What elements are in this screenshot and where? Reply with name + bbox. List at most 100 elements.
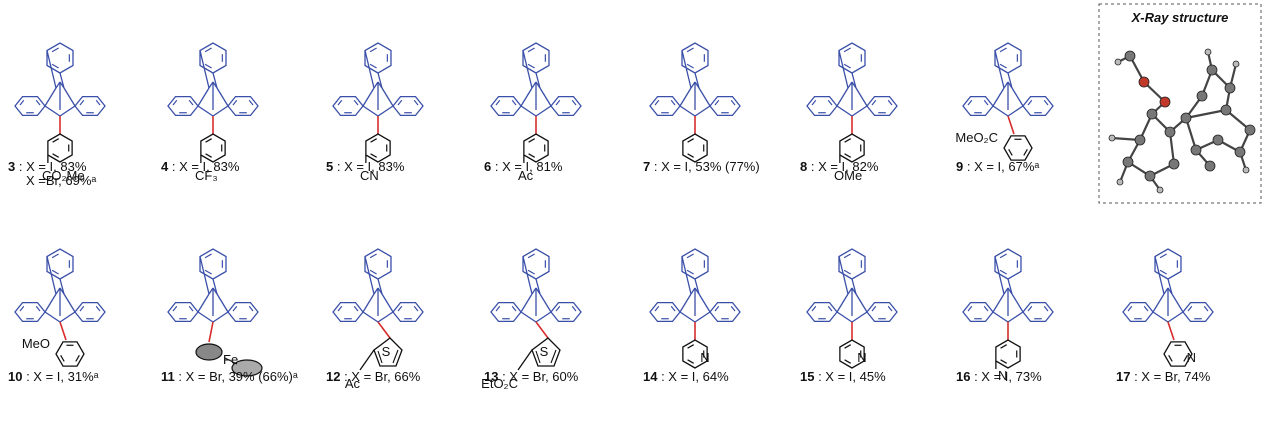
substituent-label: EtO₂C <box>481 376 518 391</box>
yield-text: : X = I, 64% <box>657 369 729 384</box>
compound-number: 5 <box>326 159 333 174</box>
substituent-label: Ac <box>345 376 361 391</box>
xray-atom <box>1224 82 1236 94</box>
compound-14-yield-line: 14 : X = I, 64% <box>643 369 729 384</box>
substituent-label: MeO <box>22 336 50 351</box>
yield-text: : X = I, 53% (77%) <box>650 159 759 174</box>
compound-number: 9 <box>956 159 963 174</box>
compound-3-yield-line: X =Br, 69%ᵃ <box>26 173 96 188</box>
compound-6-yield-line: 6 : X = I, 81% <box>484 159 563 174</box>
compound-8-structure: OMe <box>806 42 898 183</box>
yield-text: : X = Br, 60% <box>498 369 578 384</box>
compound-13-yield-line: 13 : X = Br, 60% <box>484 369 579 384</box>
yield-text: : X = I, 82% <box>807 159 879 174</box>
compound-7-structure <box>649 42 741 163</box>
xray-atom <box>1190 144 1202 156</box>
substituent-label: Fe <box>223 352 238 367</box>
substituent-label: CN <box>360 168 379 183</box>
compound-9-structure: MeO₂C <box>955 42 1054 161</box>
yield-text: : X = I, 67%ᵃ <box>963 159 1039 174</box>
compound-16-structure: N <box>962 248 1054 383</box>
substituent-label: N <box>998 368 1007 383</box>
compound-number: 17 <box>1116 369 1130 384</box>
compound-number: 11 <box>161 369 175 384</box>
compound-11-yield-line: 11 : X = Br, 39% (66%)ᵃ <box>161 369 298 384</box>
compound-number: 10 <box>8 369 22 384</box>
substituent-label: CF₃ <box>195 168 218 183</box>
compound-number: 6 <box>484 159 491 174</box>
xray-atom <box>1134 134 1146 146</box>
labels-layer: 3 : X = I, 83%X =Br, 69%ᵃ4 : X = I, 83% 5… <box>8 159 1211 384</box>
yield-text: : X = I, 31%ᵃ <box>22 369 98 384</box>
yield-text: : X = I, 73% <box>970 369 1042 384</box>
compound-number: 13 <box>484 369 498 384</box>
compound-15-yield-line: 15 : X = I, 45% <box>800 369 886 384</box>
compound-9-yield-line: 9 : X = I, 67%ᵃ <box>956 159 1039 174</box>
substituent-label: MeO₂C <box>955 130 998 145</box>
yield-text: : X = Br, 66% <box>340 369 420 384</box>
xray-atom <box>1204 48 1212 56</box>
xray-atom <box>1206 64 1218 76</box>
compound-16-yield-line: 16 : X = I, 73% <box>956 369 1042 384</box>
compound-13-structure: S EtO₂C <box>481 248 582 391</box>
compound-8-yield-line: 8 : X = I, 82% <box>800 159 879 174</box>
xray-title: X-Ray structure <box>1131 10 1229 25</box>
xray-atom <box>1108 134 1116 142</box>
xray-bond <box>1184 117 1198 151</box>
xray-atom <box>1204 160 1216 172</box>
xray-atom <box>1146 108 1158 120</box>
xray-atom <box>1242 166 1250 174</box>
xray-atom <box>1164 126 1176 138</box>
substituent-label: Ac <box>518 168 534 183</box>
compound-number: 3 <box>8 159 15 174</box>
yield-text: : X = I, 45% <box>814 369 886 384</box>
compound-6-structure: Ac <box>490 42 582 183</box>
xray-atom <box>1138 76 1150 88</box>
compound-number: 4 <box>161 159 169 174</box>
compound-17-structure: N <box>1122 248 1214 367</box>
yield-text: : X = Br, 74% <box>1130 369 1210 384</box>
xray-atom <box>1168 158 1180 170</box>
xray-frame <box>1098 3 1262 204</box>
xray-atom <box>1122 156 1134 168</box>
compound-number: 7 <box>643 159 650 174</box>
compound-number: 12 <box>326 369 340 384</box>
xray-panel: X-Ray structure <box>1098 3 1262 204</box>
compound-7-yield-line: 7 : X = I, 53% (77%) <box>643 159 760 174</box>
compound-number: 16 <box>956 369 970 384</box>
xray-atom <box>1220 104 1232 116</box>
substituent-label: S <box>382 344 391 359</box>
xray-atom <box>1234 146 1246 158</box>
substituent-label: CO₂Me <box>42 168 85 183</box>
xray-atom <box>1244 124 1256 136</box>
xray-atom <box>1124 50 1136 62</box>
xray-atom <box>1144 170 1156 182</box>
structures-layer: CO₂Me CF₃ CN Ac OMe MeO₂C MeO Fe S Ac S EtO₂C N N N N <box>14 42 1214 391</box>
compound-14-structure: N <box>649 248 741 369</box>
substituent-label: N <box>700 350 709 365</box>
xray-bond <box>1185 108 1227 120</box>
yield-text: : X = I, 83% <box>15 159 87 174</box>
xray-atom <box>1114 58 1122 66</box>
substituent-label: N <box>1187 350 1196 365</box>
compound-15-structure: N <box>806 248 898 369</box>
compound-4-yield-line: 4 : X = I, 83% <box>161 159 240 174</box>
substituent-label: S <box>540 344 549 359</box>
xray-atom <box>1196 90 1208 102</box>
xray-ball-stick-model <box>1108 48 1256 194</box>
substituent-label: N <box>857 350 866 365</box>
compound-5-yield-line: 5 : X = I, 83% <box>326 159 405 174</box>
xray-atom <box>1180 112 1192 124</box>
xray-atom <box>1159 96 1171 108</box>
xray-atom <box>1116 178 1124 186</box>
compound-4-structure: CF₃ <box>167 42 259 183</box>
compound-number: 14 <box>643 369 658 384</box>
substituent-label: OMe <box>834 168 862 183</box>
compound-5-structure: CN <box>332 42 424 183</box>
compound-number: 8 <box>800 159 807 174</box>
compound-10-yield-line: 10 : X = I, 31%ᵃ <box>8 369 99 384</box>
compound-3-yield-line: 3 : X = I, 83% <box>8 159 87 174</box>
yield-text: : X = I, 83% <box>333 159 405 174</box>
compound-number: 15 <box>800 369 814 384</box>
